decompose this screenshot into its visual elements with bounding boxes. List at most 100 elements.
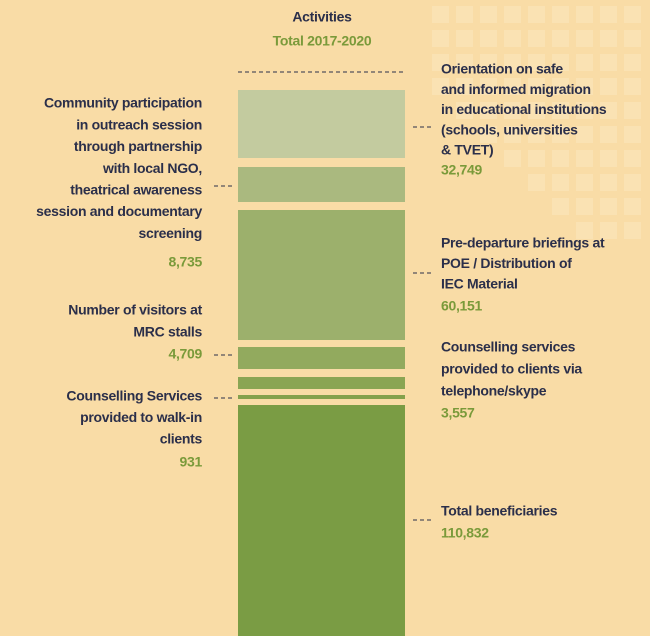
decor-square (552, 30, 569, 47)
decor-square (528, 102, 545, 119)
decor-square (480, 78, 497, 95)
item-label: theatrical awareness (70, 182, 202, 198)
decor-square (528, 174, 545, 191)
decor-square (600, 222, 617, 239)
segment (238, 90, 405, 158)
item-value: 60,151 (441, 298, 483, 314)
decor-square (480, 54, 497, 71)
segment (238, 347, 405, 369)
decor-square (504, 102, 521, 119)
decor-square (552, 6, 569, 23)
decor-square (504, 30, 521, 47)
decor-square (576, 222, 593, 239)
decor-square (600, 102, 617, 119)
decor-square (576, 150, 593, 167)
decor-square (552, 102, 569, 119)
bar-segments (238, 90, 405, 636)
decor-square (600, 30, 617, 47)
item-label: and informed migration (441, 81, 591, 97)
decor-square (576, 54, 593, 71)
decor-square (600, 78, 617, 95)
item-label: IEC Material (441, 276, 518, 292)
item-label: (schools, universities (441, 121, 578, 137)
decor-square (528, 54, 545, 71)
item-label: POE / Distribution of (441, 255, 572, 271)
item-label: clients (160, 431, 203, 447)
decor-square (576, 198, 593, 215)
segment (238, 395, 405, 399)
item-label: with local NGO, (102, 160, 202, 176)
item-label: Total beneficiaries (441, 503, 558, 519)
item-label: Number of visitors at (68, 302, 202, 318)
item-value: 8,735 (168, 254, 202, 270)
decor-square (456, 30, 473, 47)
decor-square (504, 6, 521, 23)
item-label: in outreach session (76, 116, 202, 132)
segment (238, 167, 405, 202)
segment (238, 405, 405, 636)
item-label: provided to walk-in (80, 409, 202, 425)
decor-square (552, 78, 569, 95)
decor-square (600, 6, 617, 23)
item-label: screening (139, 225, 202, 241)
item-label: telephone/skype (441, 383, 547, 399)
item-value: 32,749 (441, 162, 483, 178)
decor-square (576, 102, 593, 119)
decor-square (624, 54, 641, 71)
decor-square (552, 54, 569, 71)
decor-square (600, 54, 617, 71)
item-label: session and documentary (36, 203, 202, 219)
decor-square (528, 30, 545, 47)
decor-square (624, 6, 641, 23)
decor-square (600, 126, 617, 143)
decor-square (528, 126, 545, 143)
decor-square (480, 6, 497, 23)
decor-square (528, 78, 545, 95)
decor-square (456, 6, 473, 23)
segment (238, 210, 405, 340)
decor-square (432, 30, 449, 47)
item-label: provided to clients via (441, 361, 582, 377)
decor-square (552, 174, 569, 191)
decor-square (480, 126, 497, 143)
decor-square (624, 102, 641, 119)
title: Activities (292, 9, 352, 25)
decor-square (456, 54, 473, 71)
decor-square (624, 198, 641, 215)
decor-square (480, 30, 497, 47)
decor-square (624, 30, 641, 47)
decor-square (624, 78, 641, 95)
decor-square (432, 6, 449, 23)
item-value: 110,832 (441, 525, 489, 541)
decor-square (504, 78, 521, 95)
item-value: 3,557 (441, 405, 475, 421)
item-label: Community participation (44, 95, 202, 111)
decor-square (432, 54, 449, 71)
decor-square (504, 54, 521, 71)
decor-square (432, 78, 449, 95)
decor-square (600, 174, 617, 191)
decor-square (624, 126, 641, 143)
decor-square (600, 198, 617, 215)
decor-square (528, 6, 545, 23)
decor-square (552, 126, 569, 143)
decor-square (600, 150, 617, 167)
decor-squares (432, 6, 641, 239)
item-label: MRC stalls (133, 324, 202, 340)
item-value: 4,709 (168, 346, 202, 362)
item-label: Counselling services (441, 339, 576, 355)
decor-square (504, 126, 521, 143)
decor-square (456, 102, 473, 119)
decor-square (576, 30, 593, 47)
decor-square (624, 150, 641, 167)
item-label: Orientation on safe (441, 61, 563, 77)
decor-square (480, 102, 497, 119)
decor-square (528, 150, 545, 167)
subtitle: Total 2017-2020 (273, 33, 372, 49)
item-label: & TVET) (441, 142, 493, 158)
item-label: through partnership (74, 138, 202, 154)
segment (238, 377, 405, 389)
decor-square (624, 174, 641, 191)
item-label: in educational institutions (441, 101, 607, 117)
